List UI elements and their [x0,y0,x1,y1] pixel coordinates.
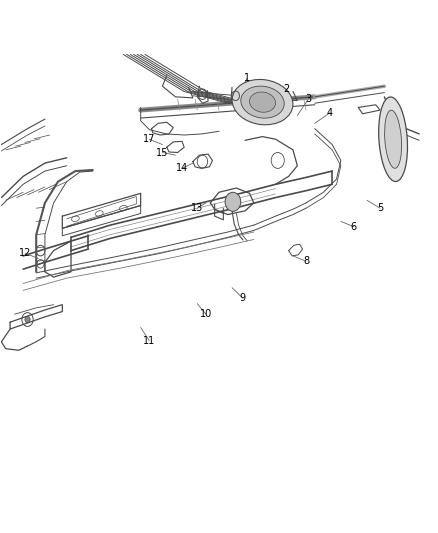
Text: 4: 4 [327,108,333,118]
Text: 17: 17 [143,134,155,144]
Ellipse shape [241,86,284,118]
Text: 5: 5 [377,203,383,213]
Text: 2: 2 [283,84,290,94]
Text: 11: 11 [143,336,155,346]
Text: 10: 10 [200,309,212,319]
Circle shape [225,192,241,212]
Ellipse shape [385,110,402,168]
Text: 14: 14 [176,164,188,173]
Text: 3: 3 [305,94,311,104]
Text: 9: 9 [240,293,246,303]
Text: 15: 15 [156,148,169,158]
Ellipse shape [379,97,407,182]
Text: 1: 1 [244,73,251,83]
Text: 8: 8 [303,256,309,266]
Ellipse shape [232,79,293,125]
Text: 13: 13 [191,203,203,213]
Text: 12: 12 [19,248,32,259]
Text: 6: 6 [351,222,357,232]
Ellipse shape [250,92,276,112]
Circle shape [25,317,30,322]
